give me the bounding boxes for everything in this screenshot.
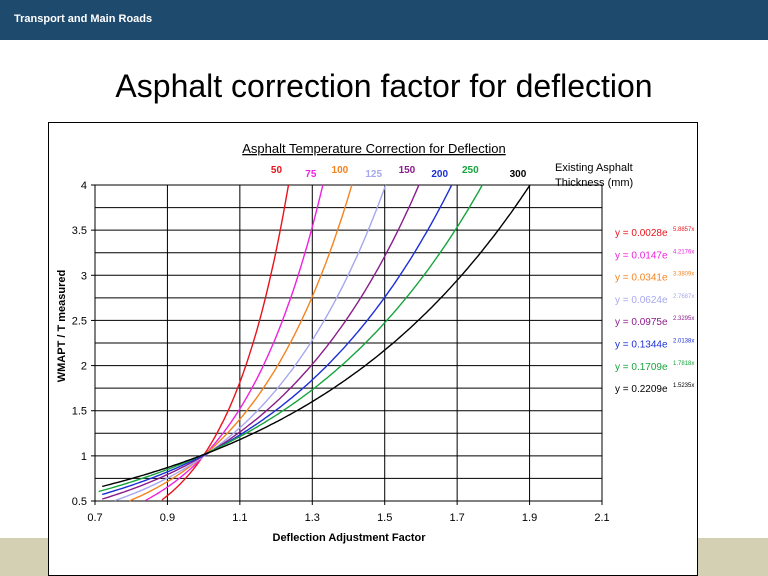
header-bar: Transport and Main Roads	[0, 0, 768, 40]
y-tick-label: 3.5	[72, 225, 87, 237]
series-line-50	[161, 184, 290, 501]
equation-125: y = 0.0624e	[615, 295, 668, 306]
series-label-100: 100	[332, 165, 349, 176]
equation-250: y = 0.1709e	[615, 362, 668, 373]
series-line-250	[98, 184, 483, 493]
y-tick-label: 2.5	[72, 315, 87, 327]
series-line-100	[129, 184, 353, 502]
slide-title: Asphalt correction factor for deflection	[115, 68, 653, 104]
x-tick-label: 1.3	[305, 512, 320, 524]
chart-title: Asphalt Temperature Correction for Defle…	[242, 141, 506, 156]
x-tick-label: 1.1	[232, 512, 247, 524]
x-axis-label: Deflection Adjustment Factor	[273, 532, 427, 544]
legend-title-line-1: Existing Asphalt	[555, 162, 633, 174]
series-label-300: 300	[510, 169, 527, 180]
equation-exponent-75: 4.2176x	[673, 249, 694, 255]
y-axis-label: WMAPT / T measured	[56, 270, 68, 382]
x-tick-label: 1.9	[522, 512, 537, 524]
equation-exponent-250: 1.7818x	[673, 361, 694, 367]
chart: 0.7 0.9 1.1 1.3 1.5 1.7 1.9 2.1 0.5 1 1.5 2 2.5 3 3.5 4…	[56, 141, 694, 544]
chart-grid	[95, 185, 602, 501]
equation-150: y = 0.0975e	[615, 317, 668, 328]
series-line-150	[102, 184, 420, 500]
equation-exponent-50: 5.8857x	[673, 227, 694, 233]
equation-100: y = 0.0341e	[615, 273, 668, 284]
equation-exponent-300: 1.5235x	[673, 383, 694, 389]
series-label-75: 75	[305, 169, 317, 180]
x-tick-label: 1.7	[449, 512, 464, 524]
y-tick-label: 4	[81, 180, 87, 192]
series-line-75	[145, 184, 324, 501]
org-name: Transport and Main Roads	[14, 13, 153, 25]
equation-exponent-100: 3.3809x	[673, 272, 694, 278]
chart-frame: 0.7 0.9 1.1 1.3 1.5 1.7 1.9 2.1 0.5 1 1.5 2 2.5 3 3.5 4…	[48, 122, 698, 576]
equation-75: y = 0.0147e	[615, 250, 668, 261]
chart-equations: y = 0.0028e 5.8857x y = 0.0147e 4.2176x y = …	[615, 227, 694, 395]
series-line-300	[102, 184, 531, 488]
y-tick-label: 0.5	[72, 496, 87, 508]
y-tick-label: 1	[81, 451, 87, 463]
series-label-250: 250	[462, 165, 479, 176]
y-tick-label: 3	[81, 270, 87, 282]
x-tick-label: 2.1	[594, 512, 609, 524]
x-tick-label: 1.5	[377, 512, 392, 524]
chart-series-labels: 50 75 100 125 150 200 250 300	[271, 165, 527, 180]
series-label-200: 200	[431, 169, 448, 180]
x-tick-label: 0.7	[87, 512, 102, 524]
y-tick-label: 1.5	[72, 406, 87, 418]
y-tick-label: 2	[81, 361, 87, 373]
series-label-50: 50	[271, 165, 283, 176]
series-line-125	[114, 184, 387, 502]
equation-exponent-150: 2.3295x	[673, 316, 694, 322]
series-label-150: 150	[399, 165, 416, 176]
equation-exponent-200: 2.0138x	[673, 339, 694, 345]
equation-exponent-125: 2.7687x	[673, 294, 694, 300]
series-label-125: 125	[365, 169, 382, 180]
legend-title-line-2: Thickness (mm)	[555, 177, 633, 189]
equation-200: y = 0.1344e	[615, 340, 668, 351]
x-tick-label: 0.9	[160, 512, 175, 524]
chart-curves	[98, 184, 531, 502]
chart-ticks: 0.7 0.9 1.1 1.3 1.5 1.7 1.9 2.1 0.5 1 1.5 2 2.5 3 3.5 4	[72, 180, 610, 524]
equation-300: y = 0.2209e	[615, 384, 668, 395]
series-line-200	[102, 184, 453, 496]
equation-50: y = 0.0028e	[615, 228, 668, 239]
plot-area-border	[94, 184, 603, 502]
